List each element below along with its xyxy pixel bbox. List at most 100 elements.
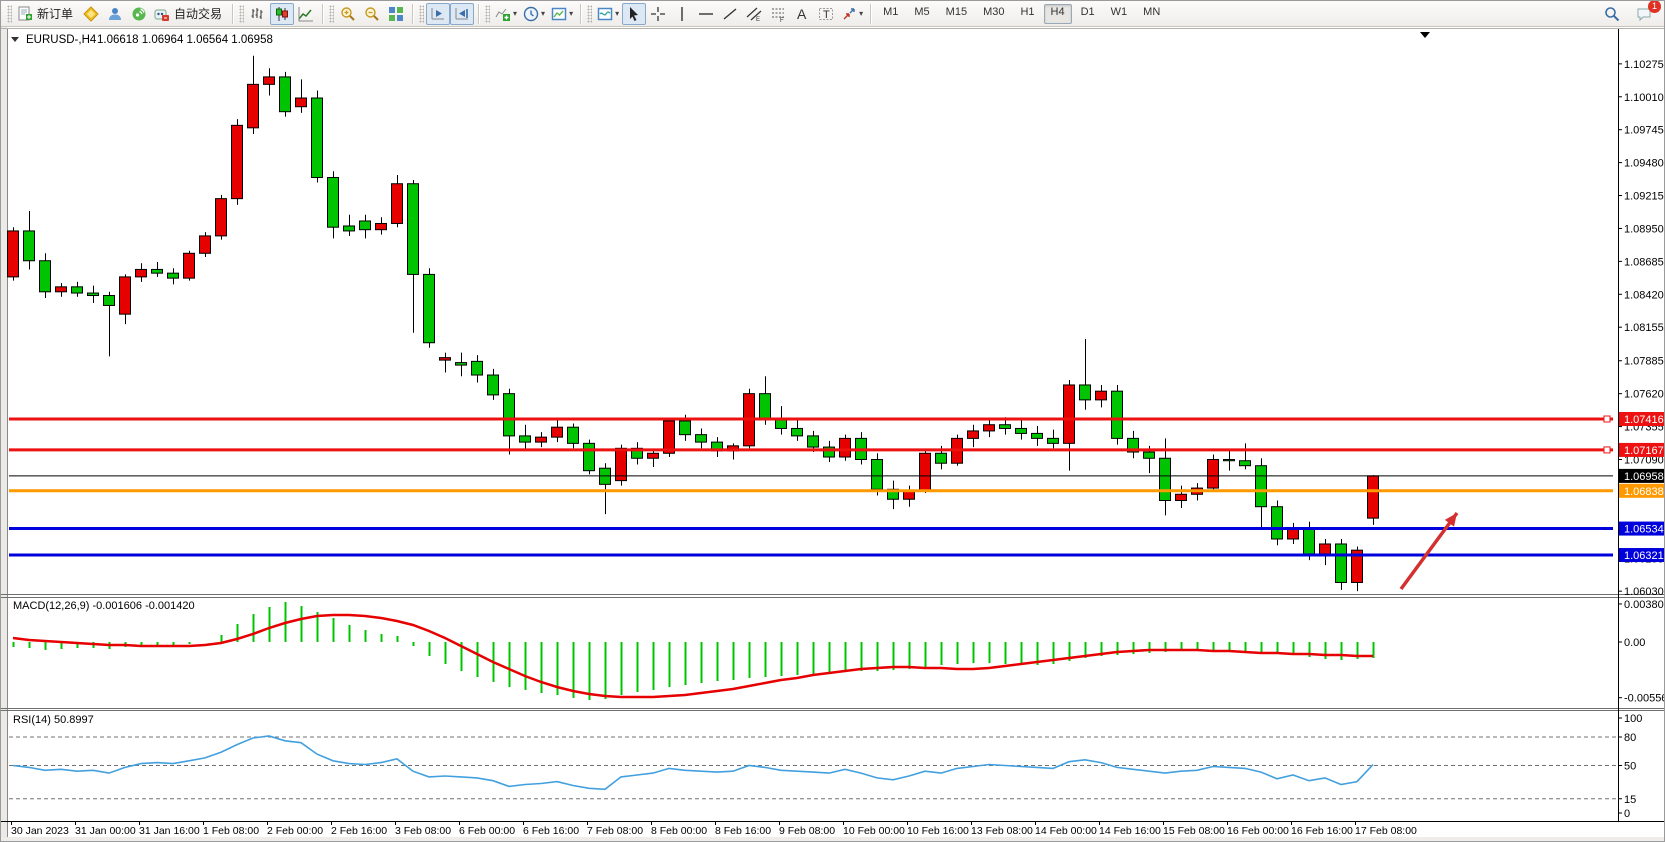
candle-body — [55, 286, 67, 293]
toolbar-separator — [412, 3, 414, 24]
zoom-out-button[interactable] — [360, 3, 384, 25]
tile-windows-button[interactable] — [384, 3, 408, 25]
toolbar-group-objects: ▾ E F A T ▾ — [594, 1, 866, 27]
zoom-in-button[interactable] — [336, 3, 360, 25]
cursor-button[interactable] — [622, 2, 647, 25]
channel-button[interactable]: E — [742, 3, 766, 25]
text-button[interactable]: A — [790, 3, 814, 25]
notifications-button[interactable]: 1 — [1632, 1, 1661, 25]
templates-button[interactable]: ▾ — [548, 3, 576, 25]
time-axis-label: 30 Jan 2023 — [11, 825, 69, 837]
timeframe-m15-button[interactable]: M15 — [945, 5, 968, 18]
time-axis-label: 8 Feb 00:00 — [651, 825, 707, 837]
candle-body — [87, 292, 99, 297]
fibonacci-button[interactable]: F — [766, 3, 790, 25]
chart-menu-triangle-icon[interactable] — [11, 37, 19, 42]
candle-body — [759, 393, 771, 420]
bars-chart-button[interactable] — [246, 3, 270, 25]
line-chart-button[interactable] — [294, 3, 318, 25]
candle-body — [919, 452, 931, 492]
toolbar-separator — [232, 3, 234, 24]
community-button[interactable] — [103, 3, 127, 25]
timeframe-h1-button[interactable]: H1 — [1020, 5, 1035, 18]
timeframe-m1-button[interactable]: M1 — [883, 5, 899, 18]
trendline-button[interactable] — [718, 3, 742, 25]
price-axis-label: 1.08420 — [1624, 289, 1664, 301]
add-indicator-button[interactable]: ▾ — [492, 3, 520, 25]
timeframe-w1-button[interactable]: W1 — [1110, 5, 1128, 18]
time-axis-label: 8 Feb 16:00 — [715, 825, 771, 837]
chart-shift-button[interactable] — [450, 2, 475, 25]
candle-body — [1031, 432, 1043, 439]
price-axis-label: 1.06030 — [1624, 586, 1664, 598]
label-button[interactable]: T — [814, 3, 838, 25]
toolbar-separator — [870, 3, 872, 24]
chart-window[interactable]: 1.10275 1.10010 1.09745 1.09480 1.09215 1.089… — [1, 27, 1665, 842]
candle-body — [791, 427, 803, 437]
arrow-annotation[interactable] — [1399, 511, 1459, 591]
chevron-down-icon[interactable]: ▾ — [569, 9, 574, 18]
price-badge — [1619, 483, 1664, 498]
toolbar-separator — [322, 3, 324, 24]
candle-body — [519, 435, 531, 443]
price-axis-label: 1.10275 — [1624, 59, 1664, 71]
candle-body — [407, 183, 419, 275]
time-axis-label: 14 Feb 00:00 — [1035, 825, 1097, 837]
arrows-icon — [841, 6, 857, 22]
chevron-down-icon[interactable]: ▾ — [541, 9, 546, 18]
price-badge-label: 1.06534 — [1624, 524, 1664, 536]
macd-axis-label: -0.005569 — [1624, 693, 1665, 705]
toolbar-group-trade: 新订单 自动交易 — [14, 1, 228, 27]
candle-body — [1367, 475, 1379, 519]
new-order-icon — [17, 6, 33, 22]
candles-chart-button[interactable] — [270, 2, 295, 25]
candle-body — [439, 357, 451, 361]
candle-body — [135, 268, 147, 278]
candle-body — [583, 442, 595, 472]
search-button[interactable] — [1600, 3, 1624, 25]
rsi-axis-label: 0 — [1624, 808, 1630, 820]
autotrading-button[interactable]: 自动交易 — [151, 3, 228, 25]
timeframe-h4-button[interactable]: H4 — [1043, 3, 1072, 24]
time-axis-label: 3 Feb 08:00 — [395, 825, 451, 837]
periods-button[interactable]: ▾ — [520, 3, 548, 25]
window-left-edge — [1, 27, 7, 841]
indicator-window-button[interactable]: ▾ — [594, 3, 622, 25]
chevron-down-icon[interactable]: ▾ — [859, 9, 864, 18]
chevron-down-icon[interactable]: ▾ — [513, 9, 518, 18]
time-axis-label: 31 Jan 16:00 — [139, 825, 200, 837]
chart-canvas[interactable]: 1.10275 1.10010 1.09745 1.09480 1.09215 1.089… — [1, 27, 1665, 842]
timeframe-m5-button[interactable]: M5 — [914, 5, 930, 18]
timeframe-d1-button[interactable]: D1 — [1080, 5, 1095, 18]
candle-body — [647, 452, 659, 459]
price-axis-label: 1.10010 — [1624, 92, 1664, 104]
candle-body — [839, 437, 851, 458]
new-order-button[interactable]: 新订单 — [14, 3, 79, 25]
timeframe-mn-button[interactable]: MN — [1143, 5, 1161, 18]
signals-button[interactable] — [127, 3, 151, 25]
add-indicator-icon — [495, 6, 511, 22]
price-axis-label: 1.09745 — [1624, 125, 1664, 137]
candle-body — [1255, 465, 1267, 508]
main-toolbar: 新订单 自动交易 ▾ ▾ ▾ ▾ E F A T ▾ M1 M5 M15 M30 H1 H4 D1 W1 MN 1 — [1, 1, 1664, 27]
arrow-annotation-head[interactable] — [1444, 513, 1457, 527]
vline-button[interactable] — [670, 3, 694, 25]
arrows-button[interactable]: ▾ — [838, 3, 866, 25]
hline-handle[interactable] — [1603, 415, 1611, 423]
chevron-down-icon[interactable]: ▾ — [615, 9, 620, 18]
chart-shift-marker-icon[interactable] — [1420, 32, 1430, 38]
candle-body — [567, 426, 579, 444]
timeframe-m30-button[interactable]: M30 — [983, 5, 1005, 18]
metaeditor-button[interactable] — [79, 3, 103, 25]
crosshair-button[interactable] — [646, 3, 670, 25]
crosshair-icon — [650, 6, 666, 22]
auto-scroll-button[interactable] — [426, 2, 451, 25]
candle-body — [1335, 543, 1347, 583]
price-badge — [1619, 442, 1664, 457]
hline-handle[interactable] — [1603, 446, 1611, 454]
hline-button[interactable] — [694, 3, 718, 25]
candle-body — [1079, 384, 1091, 401]
candle-body — [695, 434, 707, 443]
svg-text:F: F — [780, 18, 784, 22]
